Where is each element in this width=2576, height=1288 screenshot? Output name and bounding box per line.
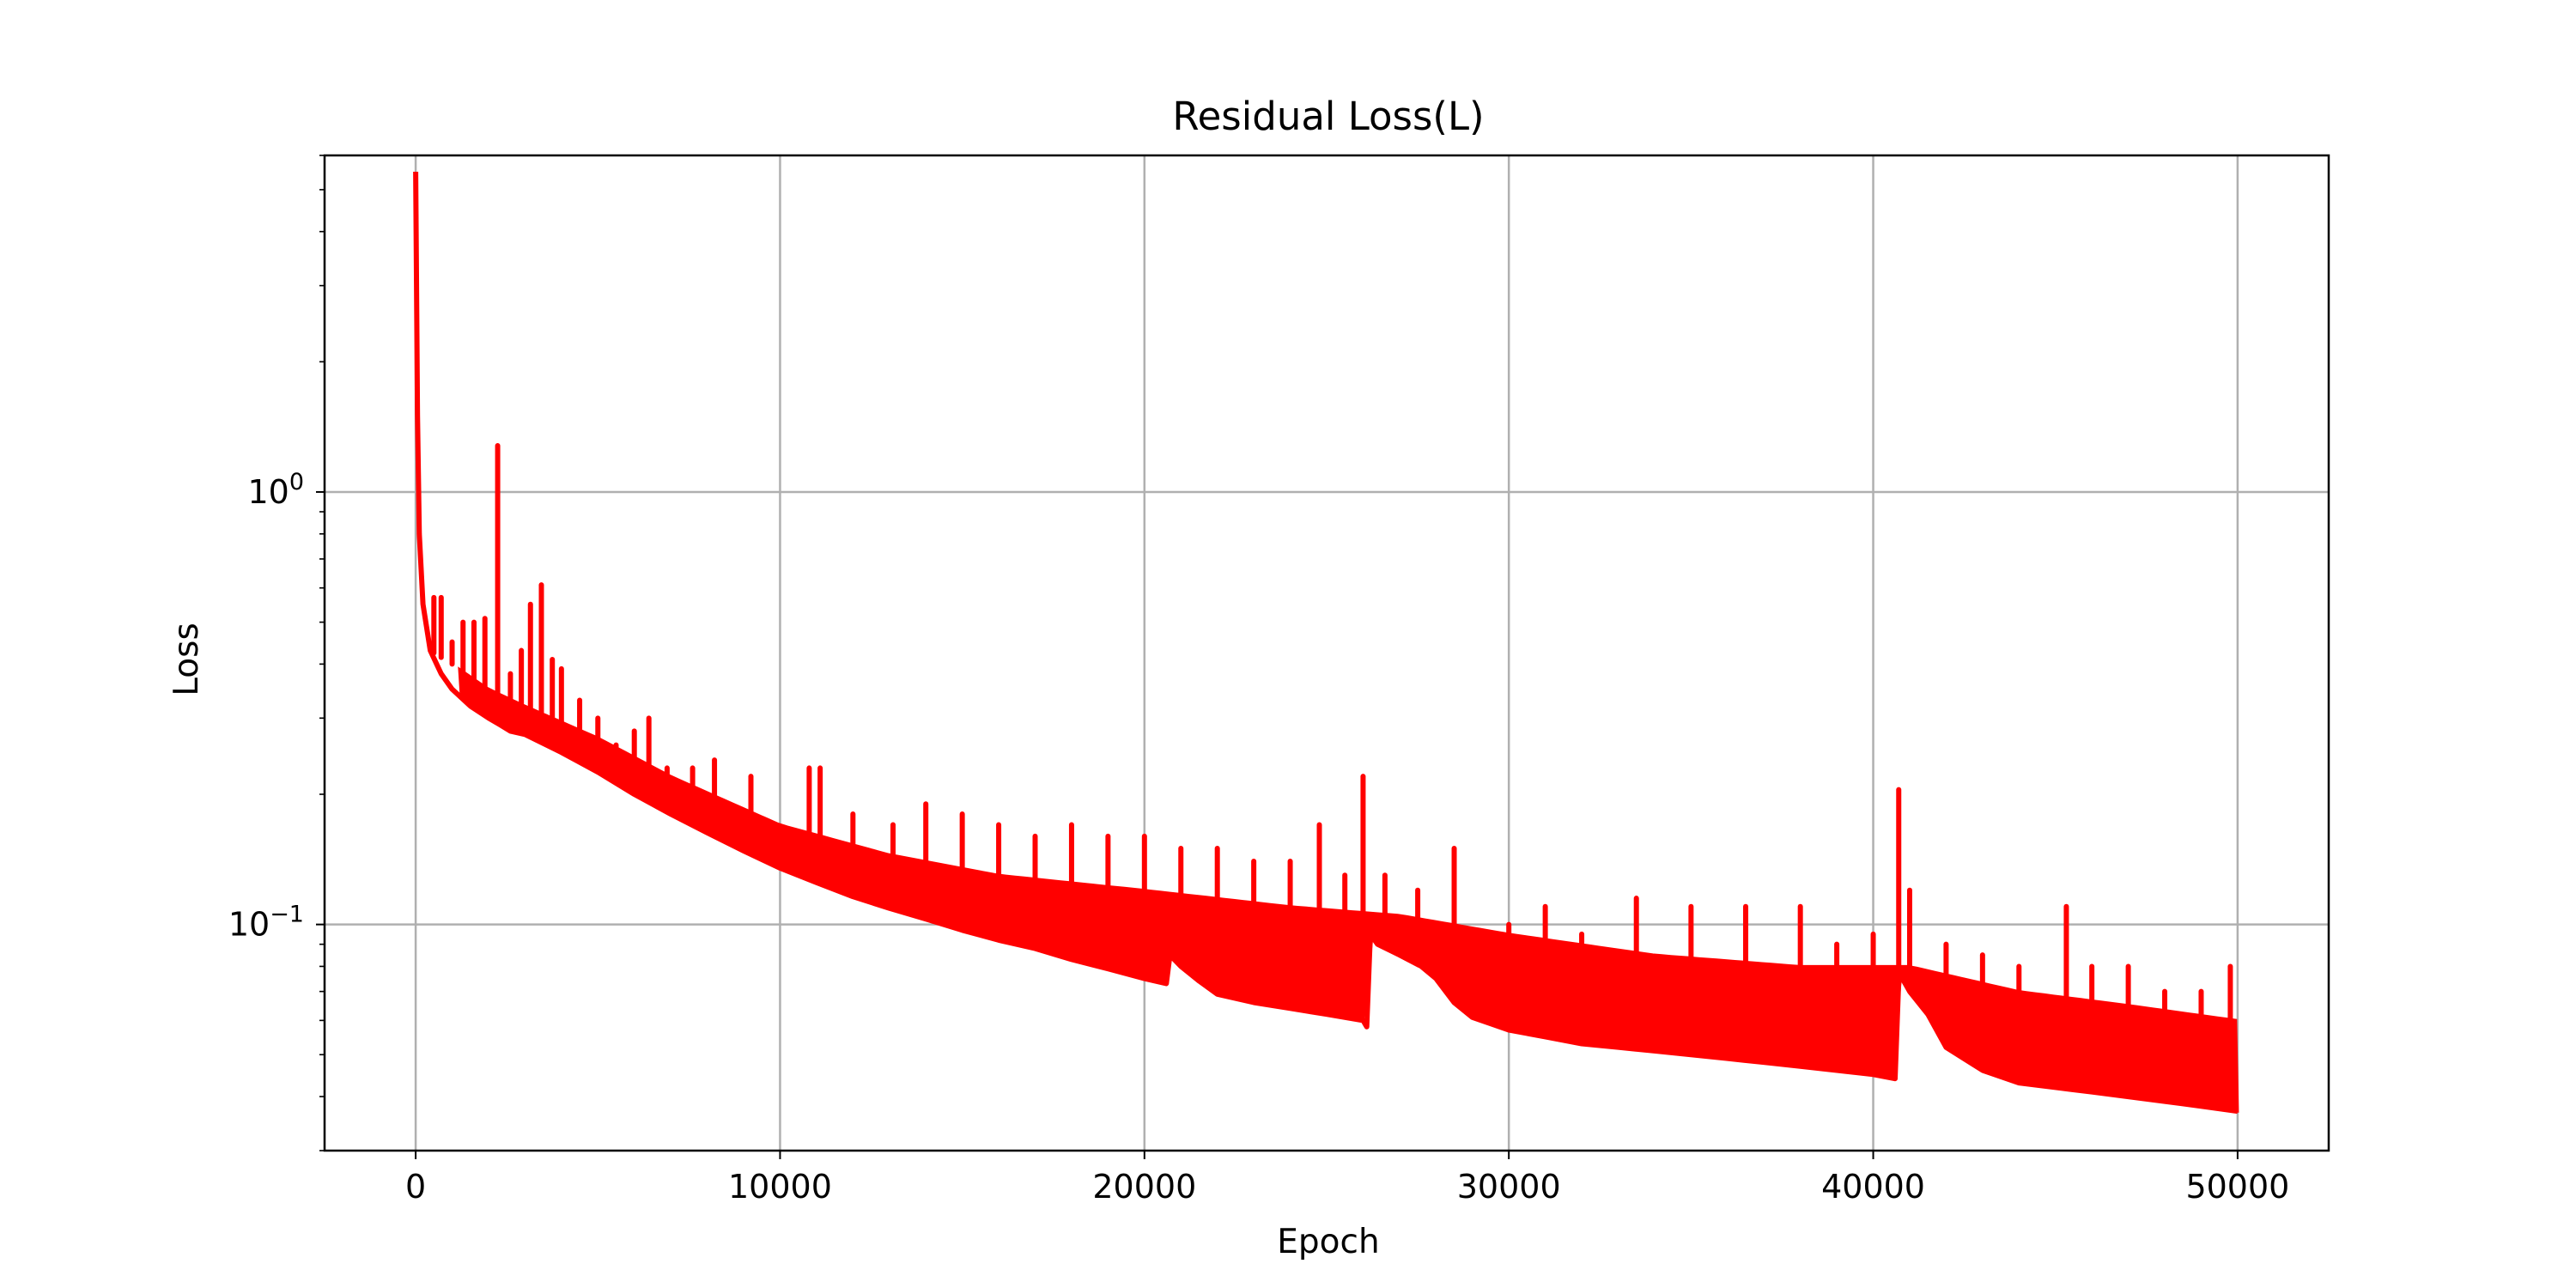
y-tick-label: 10−1 — [228, 902, 304, 944]
x-tick-label: 40000 — [1821, 1168, 1925, 1206]
x-tick-label: 30000 — [1457, 1168, 1561, 1206]
x-axis-label: Epoch — [1277, 1223, 1379, 1261]
x-tick-label: 0 — [405, 1168, 426, 1206]
y-axis-label: Loss — [167, 623, 206, 696]
x-tick-label: 20000 — [1092, 1168, 1196, 1206]
plot-area — [413, 171, 2239, 1115]
x-tick-label: 50000 — [2185, 1168, 2289, 1206]
plot-frame — [323, 154, 2330, 1152]
x-tick-label: 10000 — [728, 1168, 832, 1206]
axes: 0 10000 20000 30000 40000 50000 100 10−1 — [228, 154, 2330, 1206]
chart-title: Residual Loss(L) — [1172, 94, 1484, 139]
loss-line — [413, 171, 2239, 1115]
y-tick-label: 100 — [247, 469, 304, 511]
